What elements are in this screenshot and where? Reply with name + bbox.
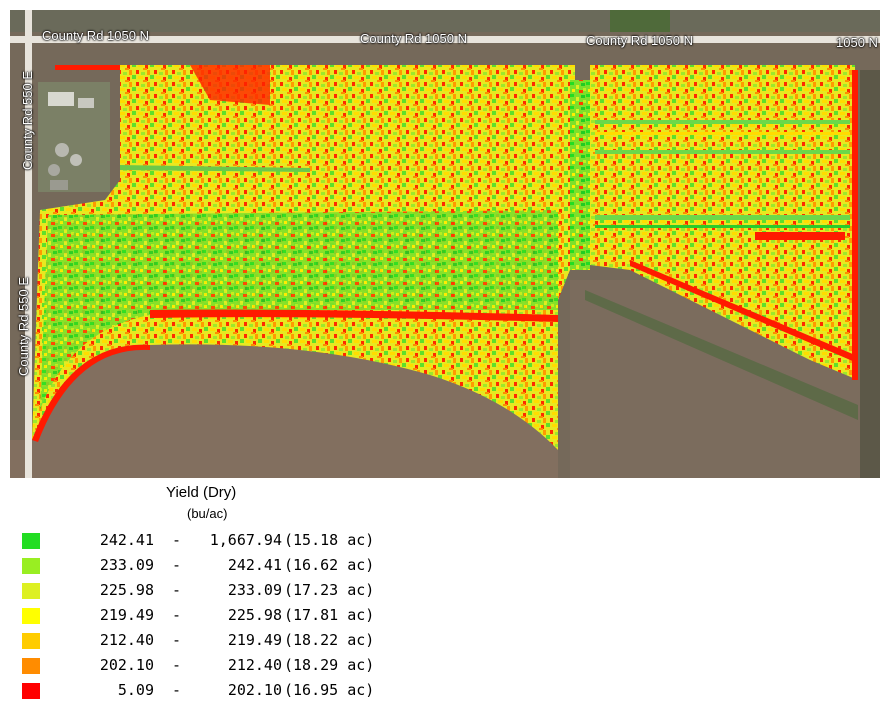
road-label-north-1: County Rd 1050 N (42, 28, 149, 43)
road-label-west-1: County Rd 550 E (20, 70, 35, 170)
legend-swatch (22, 683, 40, 699)
southwest-field (10, 344, 558, 478)
legend-swatch (22, 608, 40, 624)
yield-layer-east (590, 65, 858, 380)
legend-swatch (22, 558, 40, 574)
grass-patch (610, 10, 670, 32)
yield-legend: Yield (Dry) (bu/ac) 242.41 - 1,667.94 (1… (0, 482, 896, 721)
legend-row: 242.41 - 1,667.94 (15.18 ac) (22, 530, 442, 552)
legend-swatch (22, 583, 40, 599)
map-canvas (10, 10, 880, 478)
legend-row: 5.09 - 202.10 (16.95 ac) (22, 680, 442, 702)
legend-row: 219.49 - 225.98 (17.81 ac) (22, 605, 442, 627)
legend-swatch (22, 533, 40, 549)
legend-row: 225.98 - 233.09 (17.23 ac) (22, 580, 442, 602)
grass-lane (585, 290, 858, 420)
east-tree-line (860, 70, 880, 478)
road-label-west-2: County Rd 550 E (16, 276, 31, 376)
north-road (10, 36, 880, 43)
yield-map[interactable]: County Rd 1050 N County Rd 1050 N County… (10, 10, 880, 478)
legend-units: (bu/ac) (187, 506, 228, 521)
legend-row: 233.09 - 242.41 (16.62 ac) (22, 555, 442, 577)
legend-row: 212.40 - 219.49 (18.22 ac) (22, 630, 442, 652)
central-strip (570, 80, 590, 270)
legend-swatch (22, 633, 40, 649)
legend-row: 202.10 - 212.40 (18.29 ac) (22, 655, 442, 677)
west-road (25, 10, 32, 478)
road-label-north-4: 1050 N (836, 35, 878, 50)
legend-swatch (22, 658, 40, 674)
legend-title: Yield (Dry) (166, 484, 237, 501)
road-label-north-2: County Rd 1050 N (360, 31, 467, 46)
road-label-north-3: County Rd 1050 N (586, 33, 693, 48)
